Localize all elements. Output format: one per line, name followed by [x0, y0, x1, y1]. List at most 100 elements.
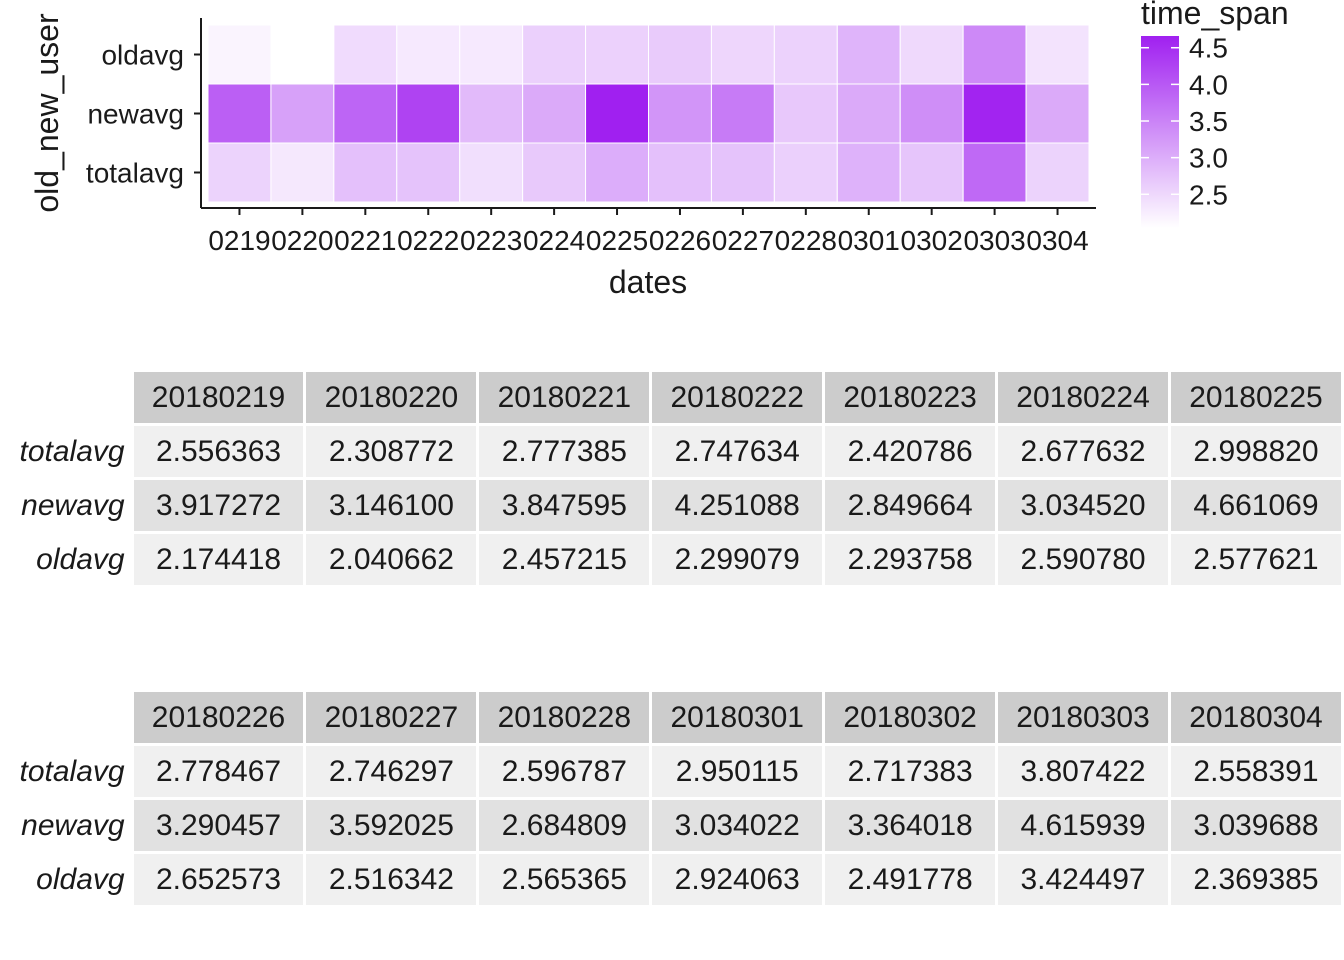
table-cell: 4.615939: [998, 800, 1168, 851]
table-row: newavg 3.290457 3.592025 2.684809 3.034022 3.…: [3, 800, 1341, 851]
table-column-header: 20180219: [133, 372, 304, 423]
table-row-header: oldavg: [36, 542, 125, 576]
heatmap-cell-oldavg-0301: [836, 24, 901, 85]
table-cell: 3.034022: [652, 800, 823, 851]
y-tick-label-oldavg: oldavg: [101, 40, 184, 71]
table-cell: 3.592025: [306, 800, 477, 851]
heatmap-cell-totalavg-0302: [899, 142, 964, 203]
table-cell: 3.364018: [825, 800, 996, 851]
table-cell: 2.677632: [998, 426, 1168, 477]
table-column-header: 20180224: [998, 372, 1168, 423]
table-cell: 2.577621: [1171, 534, 1341, 585]
table-cell: 2.308772: [306, 426, 477, 477]
table-column-header: 20180302: [825, 692, 996, 743]
table-cell: 2.924063: [652, 854, 823, 905]
x-tick-label-0228: 0228: [775, 225, 837, 256]
heatmap-cell-oldavg-0219: [207, 24, 272, 85]
table-cell: 2.746297: [306, 746, 477, 797]
heatmap-cell-oldavg-0228: [773, 24, 838, 85]
heatmap-cells: [207, 24, 1090, 203]
values-table-2: 20180226 20180227 20180228 20180301 20180302…: [0, 689, 1344, 908]
table-row-header: totalavg: [19, 434, 125, 468]
heatmap-cell-totalavg-0227: [710, 142, 775, 203]
table-column-header: 20180227: [306, 692, 477, 743]
table-cell: 2.040662: [306, 534, 477, 585]
table-column-header: 20180223: [825, 372, 996, 423]
x-tick-label-0302: 0302: [901, 225, 963, 256]
heatmap-cell-oldavg-0225: [585, 24, 649, 85]
legend-ticks: 4.5 4.0 3.5 3.0 2.5: [1141, 33, 1228, 210]
table-cell: 2.998820: [1171, 426, 1341, 477]
table-column-header: 20180226: [133, 692, 304, 743]
table-cell: 2.565365: [479, 854, 650, 905]
heatmap-cell-totalavg-0221: [333, 142, 398, 203]
x-tick-label-0301: 0301: [838, 225, 900, 256]
table-column-header: 20180221: [479, 372, 650, 423]
heatmap-cell-newavg-0219: [207, 83, 272, 144]
heatmap-cell-totalavg-0222: [396, 142, 461, 203]
table-cell: 3.039688: [1171, 800, 1341, 851]
legend-colorbar: [1141, 36, 1179, 228]
table-cell: 2.558391: [1171, 746, 1341, 797]
heatmap-cell-oldavg-0302: [899, 24, 964, 85]
table-cell: 2.747634: [652, 426, 823, 477]
heatmap-cell-newavg-0227: [710, 83, 775, 144]
table-row: totalavg 2.778467 2.746297 2.596787 2.950115…: [3, 746, 1341, 797]
heatmap-cell-newavg-0222: [396, 83, 461, 144]
table-row: totalavg 2.556363 2.308772 2.777385 2.747634…: [3, 426, 1341, 477]
heatmap-cell-newavg-0301: [836, 83, 901, 144]
table-cell: 2.717383: [825, 746, 996, 797]
heatmap-cell-totalavg-0224: [522, 142, 587, 203]
heatmap-cell-totalavg-0228: [773, 142, 838, 203]
heatmap-cell-oldavg-0227: [710, 24, 775, 85]
legend-tick-label: 3.5: [1189, 106, 1228, 137]
heatmap-cell-newavg-0228: [773, 83, 838, 144]
table-cell: 2.369385: [1171, 854, 1341, 905]
heatmap-cell-totalavg-0223: [459, 142, 524, 203]
table-row: oldavg 2.652573 2.516342 2.565365 2.924063 2.…: [3, 854, 1341, 905]
x-tick-label-0219: 0219: [208, 225, 270, 256]
heatmap-cell-newavg-0226: [648, 83, 712, 144]
heatmap-cell-totalavg-0226: [648, 142, 712, 203]
legend-title: time_span: [1141, 0, 1289, 31]
x-tick-label-0220: 0220: [271, 225, 333, 256]
heatmap-cell-oldavg-0303: [962, 24, 1027, 85]
table-column-header: 20180220: [306, 372, 477, 423]
x-tick-label-0224: 0224: [523, 225, 585, 256]
x-axis-ticks: 0219 0220 0221 0222 0223 0224 0225 0226 0227 0228…: [208, 208, 1089, 256]
heatmap-cell-newavg-0220: [270, 83, 335, 144]
values-table-1: 20180219 20180220 20180221 20180222 20180223…: [0, 369, 1344, 588]
x-tick-label-0223: 0223: [460, 225, 522, 256]
heatmap-cell-totalavg-0303: [962, 142, 1027, 203]
table-column-header: 20180301: [652, 692, 823, 743]
table-cell: 3.424497: [998, 854, 1168, 905]
table-cell: 2.457215: [479, 534, 650, 585]
table-cell: 2.777385: [479, 426, 650, 477]
table-cell: 2.778467: [133, 746, 304, 797]
x-tick-label-0303: 0303: [963, 225, 1025, 256]
table-cell: 3.146100: [306, 480, 477, 531]
heatmap-cell-oldavg-0223: [459, 24, 524, 85]
table-cell: 2.293758: [825, 534, 996, 585]
legend-tick-label: 4.5: [1189, 33, 1228, 64]
table-column-header: 20180225: [1171, 372, 1341, 423]
table-corner: [3, 372, 131, 423]
table-cell: 2.174418: [133, 534, 304, 585]
table-cell: 3.034520: [998, 480, 1168, 531]
table-cell: 2.849664: [825, 480, 996, 531]
table-row-header: newavg: [21, 808, 125, 842]
table-cell: 3.847595: [479, 480, 650, 531]
table-row-header: newavg: [21, 488, 125, 522]
table-cell: 2.556363: [133, 426, 304, 477]
table-cell: 2.299079: [652, 534, 823, 585]
table-column-header: 20180228: [479, 692, 650, 743]
y-axis-ticks: oldavg newavg totalavg: [86, 40, 201, 189]
heatmap-cell-newavg-0225: [585, 83, 649, 144]
heatmap-cell-oldavg-0304: [1025, 24, 1090, 85]
table-cell: 3.807422: [998, 746, 1168, 797]
x-tick-label-0304: 0304: [1026, 225, 1088, 256]
heatmap-cell-newavg-0304: [1025, 83, 1090, 144]
heatmap-cell-totalavg-0219: [207, 142, 272, 203]
table-row: newavg 3.917272 3.146100 3.847595 4.251088 2.…: [3, 480, 1341, 531]
